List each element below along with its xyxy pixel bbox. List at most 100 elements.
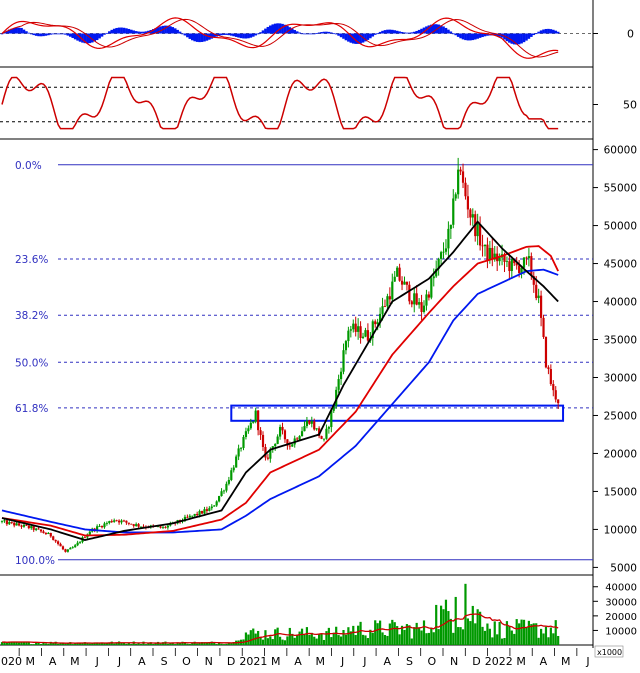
- candle-body: [393, 276, 396, 282]
- candle-body: [308, 420, 311, 424]
- candle-body: [425, 294, 428, 306]
- x-axis-label: O: [182, 655, 191, 668]
- candle-body: [117, 520, 121, 523]
- macd-histogram-bar: [142, 31, 145, 34]
- volume-bar: [430, 627, 433, 645]
- candle-body: [366, 330, 369, 341]
- candle-body: [447, 228, 450, 249]
- candle-body: [549, 369, 552, 385]
- candle-body: [554, 390, 557, 400]
- volume-bar: [10, 641, 13, 645]
- volume-bar: [64, 643, 67, 645]
- candle-body: [110, 521, 113, 522]
- candle-body: [403, 281, 406, 285]
- volume-bar: [252, 628, 255, 645]
- volume-bar: [435, 604, 438, 645]
- volume-bar: [125, 643, 128, 645]
- macd-histogram-bar: [554, 30, 558, 34]
- macd-histogram-bar: [493, 33, 497, 36]
- x-axis-label: M: [271, 655, 281, 668]
- volume-bar: [354, 635, 357, 645]
- candle-body: [203, 509, 206, 514]
- macd-histogram-bar: [530, 33, 533, 37]
- macd-histogram-bar: [86, 33, 89, 44]
- macd-histogram-bar: [383, 30, 387, 34]
- macd-histogram-bar: [139, 31, 143, 34]
- volume-bar: [318, 634, 321, 645]
- volume-bar: [188, 643, 191, 645]
- volume-bar: [383, 634, 387, 645]
- macd-histogram-bar: [120, 27, 123, 34]
- volume-bar: [59, 642, 62, 645]
- candle-body: [213, 505, 216, 507]
- candle-body: [220, 491, 223, 497]
- volume-bar: [61, 643, 65, 645]
- volume-bar: [505, 621, 509, 645]
- macd-histogram-bar: [454, 33, 458, 36]
- volume-bar: [222, 644, 226, 645]
- candle-body: [78, 542, 82, 543]
- x-axis-label: 2021: [239, 655, 267, 668]
- macd-histogram-bar: [39, 33, 43, 37]
- volume-bar: [498, 621, 501, 645]
- candle-body: [164, 527, 167, 528]
- candle-body: [57, 541, 60, 544]
- volume-tick-label: 20000: [605, 612, 637, 623]
- macd-histogram-bar: [434, 24, 438, 34]
- macd-histogram-bar: [108, 31, 111, 34]
- candle-body: [476, 224, 479, 237]
- candle-body: [320, 436, 323, 439]
- candle-body: [200, 511, 204, 514]
- macd-histogram-bar: [132, 30, 136, 34]
- volume-bar: [508, 625, 511, 645]
- volume-bar: [200, 642, 204, 645]
- macd-histogram-bar: [247, 33, 250, 39]
- candle-body: [310, 421, 313, 424]
- candle-body: [15, 523, 18, 526]
- macd-histogram-bar: [427, 25, 431, 34]
- macd-histogram-bar: [61, 33, 65, 35]
- macd-histogram-bar: [515, 33, 518, 45]
- macd-histogram-bar: [451, 33, 455, 35]
- volume-bar: [403, 629, 406, 645]
- macd-tick-label: 0: [627, 28, 634, 41]
- macd-histogram-bar: [469, 33, 472, 41]
- candle-body: [354, 323, 357, 332]
- volume-bar: [488, 628, 491, 645]
- volume-bar: [127, 642, 130, 645]
- candle-body: [47, 532, 50, 535]
- volume-bar: [171, 642, 174, 645]
- volume-bar: [449, 618, 452, 645]
- macd-histogram-bar: [481, 33, 484, 38]
- volume-bar: [247, 634, 250, 645]
- candle-body: [469, 209, 472, 218]
- x-axis-label: S: [406, 655, 413, 668]
- volume-bar: [30, 644, 33, 645]
- volume-bar: [196, 643, 199, 645]
- volume-bar: [261, 639, 265, 645]
- candle-body: [215, 501, 218, 506]
- candle-body: [481, 245, 484, 247]
- candle-body: [222, 490, 226, 492]
- macd-histogram-bar: [264, 28, 267, 34]
- volume-bar: [515, 619, 518, 645]
- macd-histogram-bar: [200, 33, 204, 42]
- volume-bar: [135, 643, 138, 645]
- candle-body: [332, 406, 335, 411]
- macd-histogram-bar: [444, 27, 448, 34]
- volume-bar: [283, 640, 287, 645]
- volume-bar: [105, 643, 108, 645]
- x-axis-label: A: [383, 655, 391, 668]
- candle-body: [20, 525, 23, 527]
- macd-histogram-bar: [390, 29, 394, 34]
- candle-body: [539, 295, 543, 318]
- macd-histogram-bar: [286, 25, 289, 34]
- candle-body: [8, 522, 11, 525]
- candle-body: [115, 520, 118, 522]
- x-axis-label: A: [138, 655, 146, 668]
- volume-bar: [347, 627, 350, 645]
- volume-bar: [278, 636, 282, 645]
- volume-bar: [49, 641, 52, 645]
- candle-body: [444, 248, 448, 252]
- macd-histogram-bar: [47, 33, 50, 36]
